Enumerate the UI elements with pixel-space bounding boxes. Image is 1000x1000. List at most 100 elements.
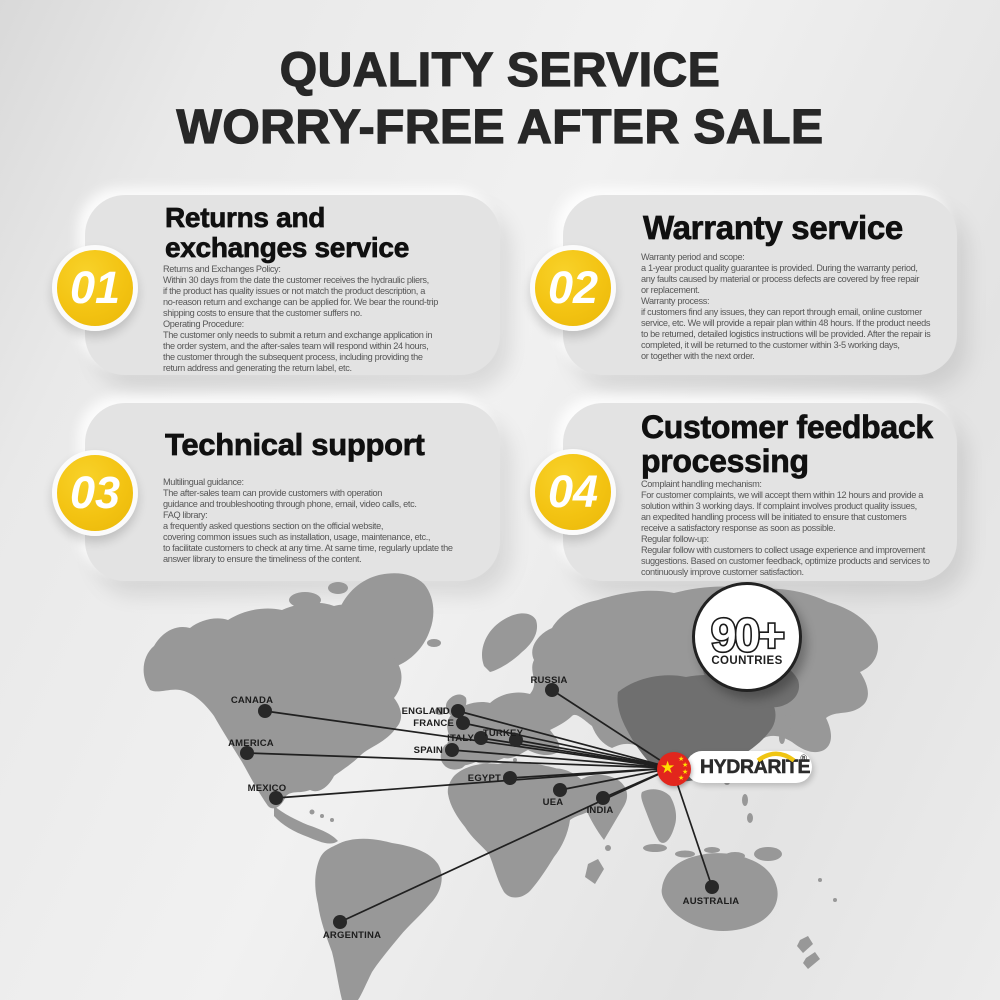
card-returns-exchanges: Returns and exchanges service Returns an… bbox=[85, 195, 500, 375]
route-dots bbox=[240, 683, 719, 929]
country-dot-egypt bbox=[503, 771, 517, 785]
philippines-island bbox=[747, 813, 753, 823]
country-label-canada: CANADA bbox=[231, 695, 273, 706]
card-heading: Returns and exchanges service bbox=[165, 202, 410, 263]
country-dot-turkey bbox=[509, 733, 523, 747]
country-dot-mexico bbox=[269, 791, 283, 805]
country-label-uea: UEA bbox=[543, 797, 564, 808]
countries-count: 90+ bbox=[711, 609, 783, 659]
sri-lanka bbox=[605, 845, 611, 851]
card-body: Multilingual guidance: The after-sales t… bbox=[163, 477, 453, 564]
route-line-america bbox=[246, 752, 673, 769]
pacific-island bbox=[818, 878, 822, 882]
card-technical-support: Technical support Multilingual guidance:… bbox=[85, 403, 500, 581]
ireland bbox=[435, 707, 445, 715]
country-label-america: AMERICA bbox=[228, 738, 274, 749]
card-body: Returns and Exchanges Policy: Within 30 … bbox=[163, 264, 438, 373]
indonesia-island bbox=[675, 850, 695, 858]
country-dot-argentina bbox=[333, 915, 347, 929]
country-label-france: FRANCE bbox=[413, 718, 454, 729]
number-badge-02: 02 bbox=[530, 245, 616, 331]
southeast-asia bbox=[641, 789, 677, 843]
flag-star-icon: ★ bbox=[678, 756, 685, 763]
number-badge-01: 01 bbox=[52, 245, 138, 331]
pacific-island bbox=[833, 898, 837, 902]
caribbean-island bbox=[330, 818, 334, 822]
indonesia-island bbox=[643, 844, 667, 852]
country-label-england: ENGLAND bbox=[402, 706, 450, 717]
number-badge-04: 04 bbox=[530, 449, 616, 535]
country-dot-italy bbox=[474, 731, 488, 745]
flag-star-icon: ★ bbox=[660, 758, 676, 777]
new-guinea bbox=[754, 847, 782, 861]
continent-australia bbox=[661, 853, 778, 931]
madagascar bbox=[585, 859, 604, 884]
new-zealand bbox=[803, 952, 820, 969]
flag-star-icon: ★ bbox=[678, 775, 685, 782]
route-line-mexico bbox=[275, 767, 673, 799]
med-island bbox=[513, 758, 517, 762]
country-dot-russia bbox=[545, 683, 559, 697]
india-subcontinent bbox=[579, 774, 628, 840]
japan-island bbox=[784, 714, 792, 730]
registered-trademark-icon: ® bbox=[800, 753, 807, 763]
brand-name: HYDRARITE bbox=[700, 756, 811, 779]
country-dot-america bbox=[240, 746, 254, 760]
route-line-uea bbox=[559, 767, 673, 791]
card-customer-feedback: Customer feedback processing Complaint h… bbox=[563, 403, 957, 581]
scandinavia bbox=[481, 613, 538, 672]
arctic-island bbox=[328, 582, 348, 594]
card-warranty: Warranty service Warranty period and sco… bbox=[563, 195, 957, 375]
central-america bbox=[274, 806, 338, 844]
route-line-egypt bbox=[509, 767, 673, 779]
route-line-england bbox=[457, 710, 673, 769]
country-dot-spain bbox=[445, 743, 459, 757]
country-label-mexico: MEXICO bbox=[248, 783, 287, 794]
card-body: Warranty period and scope: a 1-year prod… bbox=[641, 252, 931, 361]
country-label-italy: ITALY bbox=[447, 733, 474, 744]
title-line-1: QUALITY SERVICE bbox=[279, 43, 721, 97]
route-labels: CANADA AMERICA MEXICO ARGENTINA ENGLANDFRANC… bbox=[228, 675, 739, 941]
country-label-spain: SPAIN bbox=[414, 745, 443, 756]
caribbean-island bbox=[320, 814, 324, 818]
country-label-egypt: EGYPT bbox=[468, 773, 501, 784]
title-line-2: WORRY-FREE AFTER SALE bbox=[176, 100, 824, 154]
flag-star-icon: ★ bbox=[682, 762, 689, 769]
new-zealand bbox=[797, 936, 813, 953]
route-line-australia bbox=[671, 767, 713, 888]
country-label-argentina: ARGENTINA bbox=[323, 930, 381, 941]
country-dot-england bbox=[451, 704, 465, 718]
country-label-russia: RUSSIA bbox=[530, 675, 567, 686]
route-line-russia bbox=[551, 689, 673, 769]
route-line-turkey bbox=[515, 739, 673, 769]
countries-label: COUNTRIES bbox=[711, 655, 783, 667]
route-line-spain bbox=[451, 749, 673, 769]
japan-island bbox=[779, 732, 785, 744]
country-label-australia: AUSTRALIA bbox=[683, 896, 740, 907]
indonesia-island bbox=[704, 847, 720, 853]
brand-swoosh-icon bbox=[756, 751, 796, 762]
country-dot-australia bbox=[705, 880, 719, 894]
page-title: QUALITY SERVICE WORRY-FREE AFTER SALE bbox=[0, 42, 1000, 156]
country-dot-india bbox=[596, 791, 610, 805]
country-dot-uea bbox=[553, 783, 567, 797]
countries-count-graphic: 90+ bbox=[709, 607, 786, 659]
card-body: Complaint handling mechanism: For custom… bbox=[641, 479, 930, 577]
country-label-turkey: TURKEY bbox=[483, 728, 524, 739]
continent-south-america bbox=[315, 838, 442, 1000]
china-flag-icon: ★ ★ ★ ★ ★ bbox=[657, 752, 691, 786]
card-heading: Customer feedback processing bbox=[641, 409, 934, 479]
iceland bbox=[427, 639, 441, 647]
route-line-canada bbox=[264, 710, 673, 769]
flag-star-icon: ★ bbox=[682, 769, 689, 776]
country-dot-canada bbox=[258, 704, 272, 718]
country-label-india: INDIA bbox=[587, 805, 614, 816]
route-line-france bbox=[462, 722, 673, 769]
countries-badge: 90+ COUNTRIES bbox=[692, 582, 802, 692]
card-heading: Warranty service bbox=[643, 209, 904, 246]
number-badge-03: 03 bbox=[52, 450, 138, 536]
philippines-island bbox=[742, 794, 748, 806]
card-heading: Technical support bbox=[165, 427, 426, 462]
